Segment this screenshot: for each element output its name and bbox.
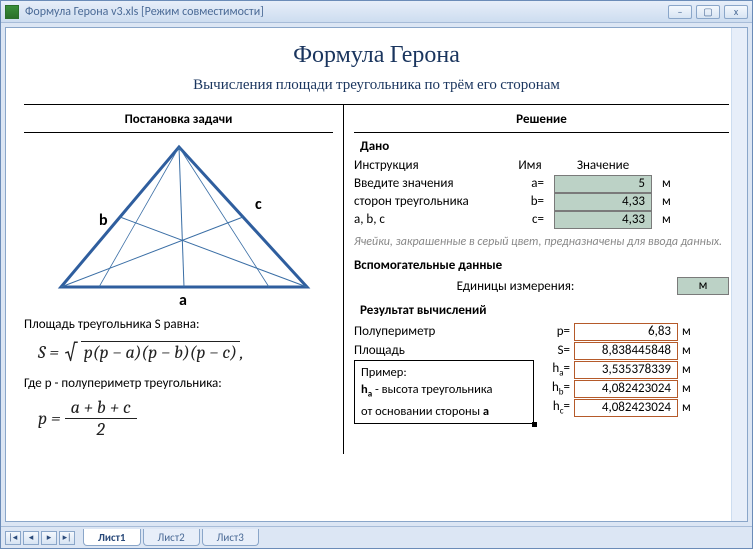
res-val-hc: 4,082423024 bbox=[574, 399, 678, 417]
res-unit-ha: м bbox=[678, 362, 698, 377]
res-val-p: 6,83 bbox=[574, 323, 678, 341]
input-b[interactable]: 4,33 bbox=[554, 193, 652, 211]
side-b-label: b bbox=[99, 211, 108, 230]
titlebar: Формула Герона v3.xls [Режим совместимос… bbox=[1, 1, 752, 23]
heron-formula: S = √ p(p − a)(p − b)(p − c) , bbox=[38, 338, 333, 366]
solution-heading: Решение bbox=[354, 109, 729, 133]
res-label-s: Площадь bbox=[354, 343, 542, 358]
sheet-tabstrip: |◂ ◂ ▸ ▸| Лист1 Лист2 Лист3 bbox=[1, 526, 752, 548]
res-unit-p: м bbox=[678, 324, 698, 339]
given-row-a: Введите значения a= 5 м bbox=[354, 175, 729, 193]
unit-input[interactable]: м bbox=[677, 277, 729, 295]
formula-tail: , bbox=[240, 342, 244, 363]
formula2-lhs: p = bbox=[38, 408, 61, 429]
fraction-num: a + b + c bbox=[65, 397, 137, 419]
problem-heading: Постановка задачи bbox=[24, 109, 333, 133]
solution-column: Решение Дано Инструкция Имя Значение Вве… bbox=[344, 105, 729, 454]
where-text: Где p - полупериметр треугольника: bbox=[24, 376, 333, 391]
example-line1: Пример: bbox=[361, 364, 527, 381]
unit-row: Единицы измерения: м bbox=[354, 277, 729, 295]
unit-a: м bbox=[658, 175, 678, 193]
given-row-b: сторон треугольника b= 4,33 м bbox=[354, 193, 729, 211]
sheet-tabs: Лист1 Лист2 Лист3 bbox=[83, 529, 261, 546]
instr-line3: a, b, c bbox=[354, 211, 512, 229]
close-button[interactable]: x bbox=[724, 5, 748, 19]
results-left-col: Полупериметр Площадь Пример: ha - высота… bbox=[354, 322, 542, 424]
tab-sheet3[interactable]: Лист3 bbox=[202, 529, 259, 546]
window-title: Формула Герона v3.xls [Режим совместимос… bbox=[25, 5, 668, 19]
var-a-name: a= bbox=[512, 175, 548, 193]
example-line2: ha - высота треугольника bbox=[361, 381, 527, 403]
var-b-name: b= bbox=[512, 193, 548, 211]
sqrt-icon: √ bbox=[65, 338, 78, 366]
instr-line1: Введите значения bbox=[354, 175, 512, 193]
input-hint: Ячейки, закрашенные в серый цвет, предна… bbox=[354, 235, 729, 250]
res-name-hc: hc= bbox=[542, 399, 574, 417]
res-label-p: Полупериметр bbox=[354, 324, 542, 339]
fraction: a + b + c 2 bbox=[65, 397, 137, 440]
result-row-hb: hb= 4,082423024 м bbox=[542, 379, 729, 398]
instr-line2: сторон треугольника bbox=[354, 193, 512, 211]
unit-c: м bbox=[658, 211, 678, 229]
given-row-c: a, b, c c= 4,33 м bbox=[354, 211, 729, 229]
res-name-s: S= bbox=[542, 343, 574, 358]
value-header: Значение bbox=[548, 158, 658, 173]
given-heading: Дано bbox=[360, 139, 729, 154]
unit-b: м bbox=[658, 193, 678, 211]
results-grid: Полупериметр Площадь Пример: ha - высота… bbox=[354, 322, 729, 424]
result-row-s: S= 8,838445848 м bbox=[542, 341, 729, 360]
instr-header: Инструкция bbox=[354, 158, 512, 173]
res-val-hb: 4,082423024 bbox=[574, 380, 678, 398]
results-heading: Результат вычислений bbox=[360, 303, 729, 318]
triangle-figure: b c a bbox=[39, 139, 319, 309]
fraction-den: 2 bbox=[91, 419, 111, 440]
side-a-label: a bbox=[179, 291, 187, 309]
worksheet-area: Формула Герона Вычисления площади треуго… bbox=[5, 27, 748, 522]
page-subtitle: Вычисления площади треугольника по трём … bbox=[24, 75, 729, 94]
input-c[interactable]: 4,33 bbox=[554, 211, 652, 229]
side-c-label: c bbox=[255, 195, 262, 214]
tab-sheet1[interactable]: Лист1 bbox=[83, 529, 141, 546]
var-c-name: c= bbox=[512, 211, 548, 229]
nav-first-button[interactable]: |◂ bbox=[5, 531, 21, 545]
result-row-p: p= 6,83 м bbox=[542, 322, 729, 341]
given-header-row: Инструкция Имя Значение bbox=[354, 158, 729, 173]
minimize-button[interactable]: – bbox=[668, 5, 692, 19]
triangle-outline bbox=[61, 147, 307, 287]
nav-next-button[interactable]: ▸ bbox=[41, 531, 57, 545]
excel-icon bbox=[5, 5, 19, 19]
unit-label: Единицы измерения: bbox=[354, 279, 677, 294]
two-column-layout: Постановка задачи b c a bbox=[24, 104, 729, 454]
area-intro-text: Площадь треугольника S равна: bbox=[24, 317, 333, 332]
input-a[interactable]: 5 bbox=[554, 175, 652, 193]
page-title: Формула Герона bbox=[24, 40, 729, 69]
aux-heading: Вспомогательные данные bbox=[354, 258, 729, 273]
restore-button[interactable]: ▢ bbox=[696, 5, 720, 19]
res-name-p: p= bbox=[542, 324, 574, 339]
result-row-hc: hc= 4,082423024 м bbox=[542, 398, 729, 417]
nav-last-button[interactable]: ▸| bbox=[59, 531, 75, 545]
nav-prev-button[interactable]: ◂ bbox=[23, 531, 39, 545]
res-unit-hb: м bbox=[678, 381, 698, 396]
window-buttons: – ▢ x bbox=[668, 5, 748, 19]
res-unit-hc: м bbox=[678, 400, 698, 415]
example-box[interactable]: Пример: ha - высота треугольника от осно… bbox=[354, 360, 534, 424]
semiperimeter-formula: p = a + b + c 2 bbox=[38, 397, 333, 440]
example-line3: от основании стороны a bbox=[361, 403, 527, 420]
app-window: Формула Герона v3.xls [Режим совместимос… bbox=[0, 0, 753, 549]
formula-lhs: S = bbox=[38, 342, 59, 363]
results-right-col: p= 6,83 м S= 8,838445848 м ha= bbox=[542, 322, 729, 424]
formula-body: p(p − a)(p − b)(p − c) bbox=[81, 341, 240, 363]
tab-sheet2[interactable]: Лист2 bbox=[143, 529, 200, 546]
res-val-ha: 3,535378339 bbox=[574, 361, 678, 379]
res-name-hb: hb= bbox=[542, 380, 574, 398]
res-unit-s: м bbox=[678, 343, 698, 358]
name-header: Имя bbox=[512, 158, 548, 173]
res-val-s: 8,838445848 bbox=[574, 342, 678, 360]
result-row-ha: ha= 3,535378339 м bbox=[542, 360, 729, 379]
sheet-content: Формула Герона Вычисления площади треуго… bbox=[6, 28, 747, 462]
res-name-ha: ha= bbox=[542, 361, 574, 379]
vertical-scrollbar[interactable] bbox=[731, 28, 747, 521]
problem-column: Постановка задачи b c a bbox=[24, 105, 344, 454]
